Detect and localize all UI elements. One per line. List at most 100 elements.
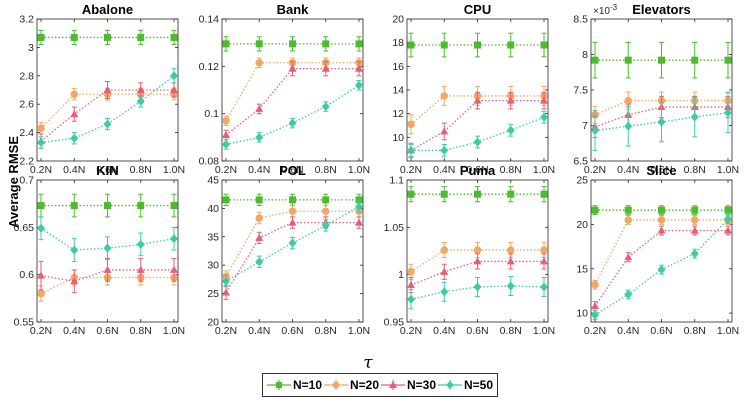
data-point <box>70 33 78 41</box>
y-tick-label: 0.1 <box>204 108 219 120</box>
y-tick-label: 1 <box>398 269 404 281</box>
data-point <box>473 257 482 265</box>
y-tick-label: 7 <box>582 120 588 132</box>
data-point <box>724 56 732 64</box>
x-tick-label: 0.2N <box>30 325 52 337</box>
x-tick-label: 1.0N <box>163 325 185 337</box>
y-tick-label: 0.95 <box>384 317 405 329</box>
legend-label-n30: N=30 <box>406 378 437 392</box>
legend-item-n30: N=30 <box>380 378 437 392</box>
data-point <box>407 120 415 129</box>
data-point <box>624 289 633 299</box>
data-point <box>104 33 111 41</box>
data-point <box>37 124 45 133</box>
panel-title: Puma <box>460 163 496 178</box>
data-point <box>255 257 264 267</box>
series-n30 <box>222 61 363 141</box>
data-point <box>591 280 599 289</box>
data-point <box>440 41 448 49</box>
data-point <box>690 216 699 224</box>
panel-bank: Bank 0.08 0.1 0.12 0.14 0.2N 0.4N 0.6N 0.8N 1.0N <box>199 2 371 176</box>
data-point <box>658 56 665 64</box>
x-tick-label: 0.6N <box>466 325 488 337</box>
y-tick-label: 10 <box>576 308 588 320</box>
series-line-n30 <box>225 221 359 293</box>
x-tick-label: 0.2N <box>400 325 422 337</box>
data-point <box>222 276 230 286</box>
y-tick-label: 20 <box>207 317 219 329</box>
data-point <box>255 58 264 67</box>
x-axis-label: τ <box>363 353 373 373</box>
legend-label-n10: N=10 <box>292 378 323 392</box>
x-tick-label: 1.0N <box>717 164 739 176</box>
y-tick-label: 0.12 <box>199 61 220 73</box>
panel-title: Bank <box>277 2 310 17</box>
y-tick-label: 18 <box>392 37 404 49</box>
x-tick-label: 1.0N <box>717 325 739 337</box>
data-point <box>690 249 699 259</box>
y-tick-label: 0.08 <box>199 156 220 168</box>
data-point <box>137 33 145 41</box>
data-point <box>507 41 515 49</box>
data-point <box>321 220 330 230</box>
data-point <box>103 85 112 93</box>
y-tick-label: 40 <box>207 203 219 215</box>
y-tick-label: 2.6 <box>19 99 34 111</box>
data-point <box>222 130 230 138</box>
data-point <box>506 96 515 104</box>
data-point <box>506 257 515 265</box>
x-tick-label: 0.2N <box>215 325 237 337</box>
data-point <box>473 246 482 254</box>
y-tick-label: 0.14 <box>199 14 220 26</box>
x-tick-label: 0.4N <box>63 164 85 176</box>
data-point <box>591 125 599 135</box>
x-tick-label: 0.6N <box>281 164 303 176</box>
x-tick-label: 0.6N <box>281 325 303 337</box>
data-point <box>321 64 330 72</box>
y-tick-label: 0.6 <box>19 269 34 281</box>
data-point <box>540 41 548 49</box>
y-multiplier: ×10-3 <box>593 3 618 17</box>
legend-label-n20: N=20 <box>349 378 380 392</box>
series-n10 <box>407 186 548 203</box>
x-tick-label: 0.8N <box>130 325 152 337</box>
legend-item-n50: N=50 <box>437 378 494 392</box>
series-n10 <box>222 36 363 52</box>
data-point <box>255 132 264 142</box>
y-tick-label: 30 <box>207 260 219 272</box>
data-point <box>289 40 296 48</box>
data-point <box>591 310 599 320</box>
data-point <box>222 288 230 296</box>
data-point <box>170 234 178 244</box>
data-point <box>355 40 363 48</box>
y-tick-label: 6.5 <box>573 156 588 168</box>
data-point <box>657 226 666 234</box>
x-tick-label: 0.4N <box>248 325 270 337</box>
y-tick-label: 45 <box>207 175 219 187</box>
data-point <box>440 92 449 100</box>
x-tick-label: 0.8N <box>500 164 522 176</box>
y-tick-label: 2.2 <box>19 156 34 168</box>
data-point <box>288 218 297 226</box>
data-point <box>624 121 633 131</box>
legend-label-n50: N=50 <box>463 378 494 392</box>
data-point <box>70 109 79 118</box>
data-point <box>591 206 599 214</box>
series-n30 <box>591 225 732 311</box>
y-tick-label: 12 <box>392 108 404 120</box>
panel-title: Abalone <box>82 2 133 17</box>
x-tick-label: 0.8N <box>684 325 706 337</box>
data-point <box>540 190 548 198</box>
x-tick-label: 0.8N <box>500 325 522 337</box>
y-tick-label: 8 <box>582 49 588 61</box>
x-tick-label: 1.0N <box>348 325 370 337</box>
data-point <box>440 145 449 155</box>
data-point <box>288 64 297 72</box>
y-tick-label: 14 <box>392 85 404 97</box>
series-line-n30 <box>40 89 174 142</box>
data-point <box>440 190 448 198</box>
panel-title: KIN <box>96 163 118 178</box>
data-point <box>407 41 415 49</box>
